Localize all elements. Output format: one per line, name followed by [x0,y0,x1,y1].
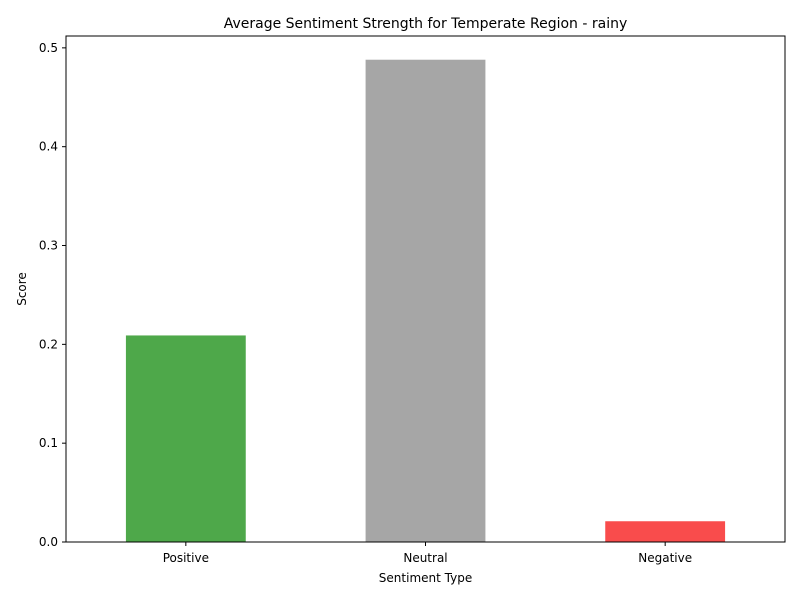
chart-title: Average Sentiment Strength for Temperate… [224,16,628,32]
x-tick-label: Neutral [403,551,447,565]
plot-frame [65,35,786,543]
y-axis-label: Score [15,272,29,306]
y-tick-label: 0.2 [39,337,58,351]
bar-neutral [365,59,486,542]
x-tick-label: Positive [163,551,209,565]
bars-layer [125,59,726,542]
y-tick-label: 0.1 [39,436,58,450]
y-tick-label: 0.4 [39,140,58,154]
x-axis-label: Sentiment Type [379,571,472,585]
x-axis-ticks: Positive Neutral Negative [163,542,692,565]
bar-positive [125,335,246,542]
bar-negative [605,521,726,542]
y-tick-label: 0.5 [39,41,58,55]
x-tick-label: Negative [638,551,692,565]
y-tick-label: 0.0 [39,535,58,549]
y-tick-label: 0.3 [39,239,58,253]
y-axis-ticks: 0.0 0.1 0.2 0.3 0.4 0.5 [39,41,66,549]
